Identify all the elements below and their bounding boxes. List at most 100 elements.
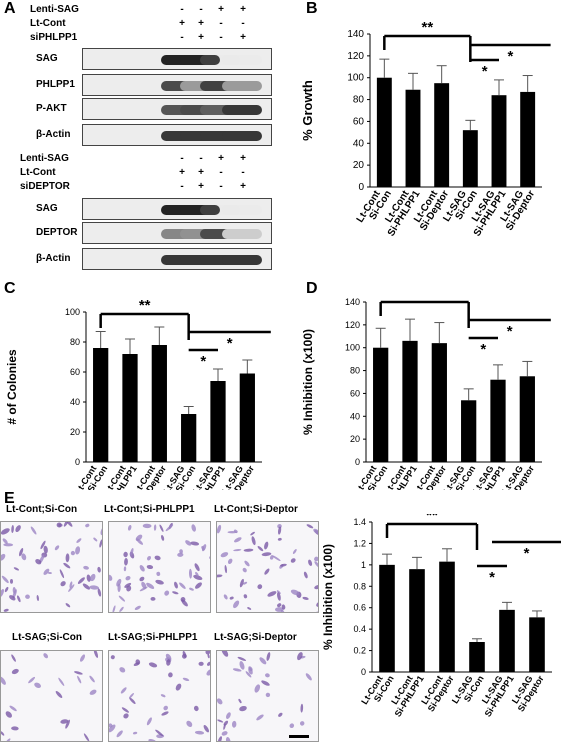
significance-stars: * [508,48,514,65]
blot-band-label: P-AKT [36,103,67,114]
blot-sign: - [241,167,245,178]
cell [148,662,158,668]
y-tick-label: 140 [347,29,364,40]
cell [65,603,71,608]
cell [150,596,156,601]
y-tick-label: 40 [353,138,365,149]
cell [264,568,270,575]
scale-bar [289,735,309,738]
micrograph-image [216,650,319,742]
cell [239,705,247,712]
micrograph-cells [1,651,99,741]
cell [233,549,242,552]
cell [217,736,223,741]
bar [210,381,226,462]
cell [15,525,21,533]
cell [306,524,314,529]
cell [109,574,113,581]
cell [118,595,126,602]
cell [223,594,228,600]
cell [266,652,271,661]
blot-band [200,205,240,215]
cell [276,590,281,595]
blot-strip [82,248,272,270]
blot-band [222,131,262,141]
cell [206,661,210,666]
cell [186,720,193,728]
bar [434,83,450,187]
blot-sign: + [240,4,246,15]
cell [40,540,46,550]
cell [238,698,242,704]
cell [74,671,83,675]
micrograph-image [0,521,103,613]
cell [85,523,90,528]
blot-sign: - [180,4,184,15]
cell [43,653,49,659]
cell [277,603,282,608]
micrograph-image [216,521,319,613]
panel-letter-b: B [306,0,318,17]
micrograph-cells [109,522,210,612]
cell [185,540,192,546]
cell [5,711,12,718]
blot-sign: - [180,153,184,164]
cell [315,611,318,612]
blot-sign: - [219,181,223,192]
y-tick-label: 0.8 [353,581,366,591]
cell [3,608,9,612]
bar [491,95,507,187]
blot-band-label: β-Actin [36,129,71,140]
cell [303,571,308,579]
cell [109,724,116,733]
cell [257,546,264,552]
cell [99,539,102,548]
cell [221,651,229,657]
blot-condition-label: Lenti-SAG [20,153,69,164]
cell [191,524,196,532]
y-tick-label: 20 [353,160,365,171]
blot-band [200,105,240,115]
cell [65,719,70,729]
bar [373,347,389,462]
blot-band [200,255,240,265]
micrograph-label: Lt-Cont;Si-Deptor [214,504,298,515]
cell [155,729,164,737]
cell [289,723,295,729]
micrograph-label: Lt-SAG;Si-Deptor [214,632,297,643]
significance-stars: * [524,545,530,562]
cell [221,731,228,736]
cell [132,731,138,735]
cell [220,552,229,558]
cell [297,652,303,661]
cell [217,719,224,723]
bar [376,77,392,187]
y-tick-label: 60 [70,367,80,377]
cell [223,720,229,726]
cell [270,555,274,560]
blot-band [200,229,240,239]
panel-letter-d: D [306,280,318,297]
cell [308,559,313,566]
cell [34,682,41,688]
cell [86,574,91,582]
blot-band [222,229,262,239]
blot-sign: + [179,18,185,29]
micrograph-label: Lt-SAG;Si-Con [12,632,82,643]
cell [264,541,269,550]
cell [13,567,20,571]
cell [160,694,166,698]
blot-sign: + [240,32,246,43]
cell [243,581,248,585]
cell [193,705,199,712]
cell [280,563,287,567]
cell [161,534,165,541]
cell [1,553,6,561]
blot-condition-label: Lt-Cont [30,18,66,29]
blot-sign: + [198,18,204,29]
cell [2,538,8,544]
cell [121,707,129,713]
blot-sign: + [240,153,246,164]
blot-band [222,55,262,65]
cell [89,689,97,695]
